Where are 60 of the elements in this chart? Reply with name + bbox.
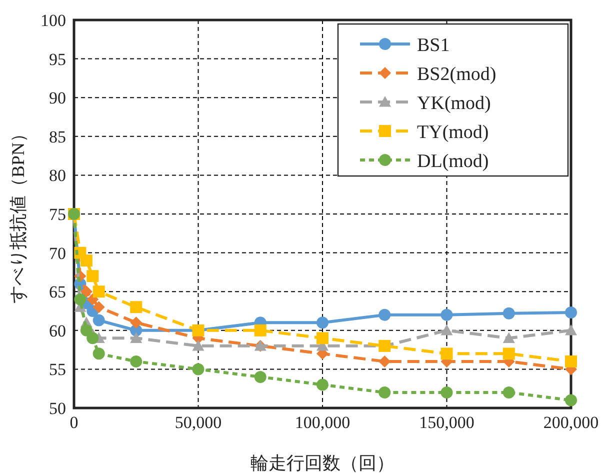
y-tick-label: 90	[49, 88, 66, 108]
point	[92, 301, 105, 314]
point	[316, 378, 328, 391]
point	[440, 348, 453, 360]
legend-label: YK(mod)	[417, 93, 491, 114]
legend-label: BS1	[417, 35, 450, 56]
point	[192, 340, 204, 351]
point	[254, 324, 266, 336]
point	[378, 355, 391, 368]
point	[92, 286, 105, 298]
point	[440, 308, 453, 321]
point	[130, 332, 142, 343]
point	[316, 332, 328, 344]
point	[86, 270, 99, 282]
point	[565, 355, 577, 368]
point	[130, 316, 142, 329]
x-axis-title: 輪走行回数（回）	[250, 453, 394, 473]
point	[130, 355, 142, 368]
point	[502, 386, 515, 398]
x-tick-label: 100,000	[294, 413, 350, 432]
point	[80, 324, 92, 336]
point	[565, 324, 577, 336]
x-tick-label: 50,000	[174, 413, 222, 432]
y-tick-label: 55	[49, 360, 66, 380]
legend-label: TY(mod)	[417, 122, 489, 143]
point	[502, 307, 515, 320]
point	[92, 348, 105, 360]
y-tick-label: 65	[49, 282, 66, 302]
point	[192, 363, 204, 376]
x-tick-label: 0	[70, 413, 78, 432]
y-tick-label: 70	[49, 244, 66, 263]
legend-label: BS2(mod)	[417, 64, 496, 85]
point	[74, 293, 86, 306]
y-tick-label: 100	[40, 11, 66, 30]
point	[80, 286, 92, 298]
point	[440, 386, 453, 398]
point	[86, 332, 99, 344]
point	[92, 314, 105, 326]
point	[130, 301, 142, 314]
y-tick-label: 60	[49, 321, 66, 340]
point	[502, 332, 515, 343]
y-tick-label: 80	[49, 166, 66, 186]
y-tick-label: 85	[49, 127, 66, 146]
y-tick-label: 95	[49, 50, 66, 69]
point	[80, 254, 92, 267]
point	[502, 348, 515, 360]
point	[565, 394, 577, 406]
point	[86, 293, 99, 306]
legend-label: DL(mod)	[417, 151, 489, 172]
y-tick-label: 75	[49, 205, 66, 224]
point	[378, 386, 391, 398]
point	[440, 324, 453, 336]
point	[316, 316, 328, 329]
point	[565, 306, 577, 319]
y-tick-label: 50	[49, 399, 66, 418]
y-axis-title: すべり抵抗値（BPN）	[8, 124, 28, 304]
x-tick-label: 200,000	[543, 413, 599, 432]
x-tick-label: 150,000	[419, 413, 474, 432]
point	[378, 308, 391, 321]
point	[254, 370, 266, 383]
